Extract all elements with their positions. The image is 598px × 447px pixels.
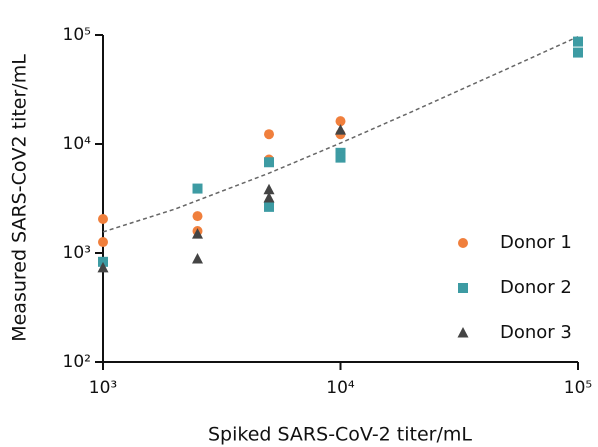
legend-marker xyxy=(458,283,468,293)
trend-line xyxy=(102,35,579,233)
legend-marker xyxy=(458,238,468,248)
y-axis-title: Measured SARS-CoV2 titer/mL xyxy=(9,54,31,342)
legend-label: Donor 3 xyxy=(500,322,572,343)
point xyxy=(263,183,275,195)
legend-label: Donor 2 xyxy=(500,277,572,298)
legend-label: Donor 1 xyxy=(500,232,572,253)
x-tick-label: 10⁴ xyxy=(326,378,355,398)
point xyxy=(98,214,108,225)
point xyxy=(573,47,583,58)
y-tick-label: 10⁴ xyxy=(63,134,92,154)
x-axis-title: Spiked SARS-CoV-2 titer/mL xyxy=(208,424,472,446)
point xyxy=(573,36,583,47)
legend-marker xyxy=(457,327,469,338)
point xyxy=(335,152,346,163)
point xyxy=(335,116,346,127)
point xyxy=(192,253,204,264)
point xyxy=(264,157,275,168)
point xyxy=(335,124,346,135)
point xyxy=(98,256,108,267)
y-tick-label: 10² xyxy=(63,352,91,372)
point xyxy=(264,129,275,140)
x-tick-label: 10⁵ xyxy=(564,378,592,398)
x-tick-label: 10³ xyxy=(89,378,117,398)
point xyxy=(264,201,275,212)
point xyxy=(192,183,203,194)
point xyxy=(98,237,108,248)
point xyxy=(192,228,204,239)
point xyxy=(97,261,109,273)
point xyxy=(192,211,203,222)
point xyxy=(263,191,275,203)
y-tick-label: 10³ xyxy=(63,243,91,263)
y-tick-label: 10⁵ xyxy=(63,25,91,45)
